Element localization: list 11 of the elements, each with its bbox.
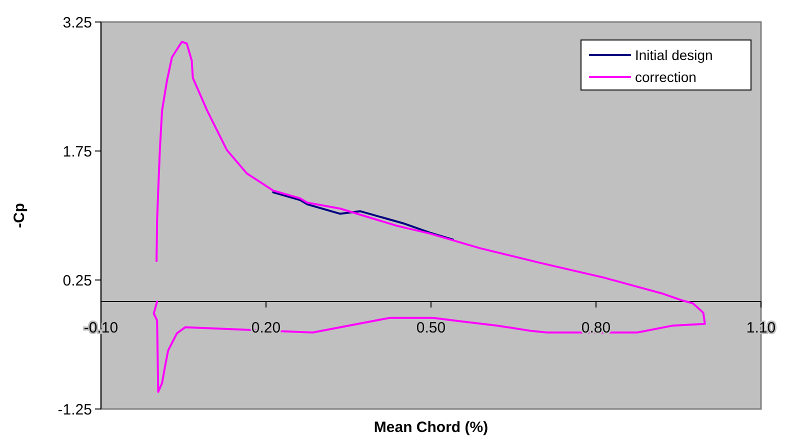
y-tick-label: 1.75 [62,143,92,160]
y-tick-label: 3.25 [62,14,92,32]
y-axis-title: -Cp [11,203,28,228]
line-series [272,191,454,241]
legend-label: Initial design [635,46,713,63]
legend-label: correction [635,68,696,85]
x-tick-label: 1.10 [746,320,776,336]
x-axis-title: Mean Chord (%) [374,419,488,436]
x-tick-label: 0.50 [416,320,446,336]
y-tick-label: -1.25 [58,401,92,418]
y-tick-label: 0.25 [62,272,92,290]
